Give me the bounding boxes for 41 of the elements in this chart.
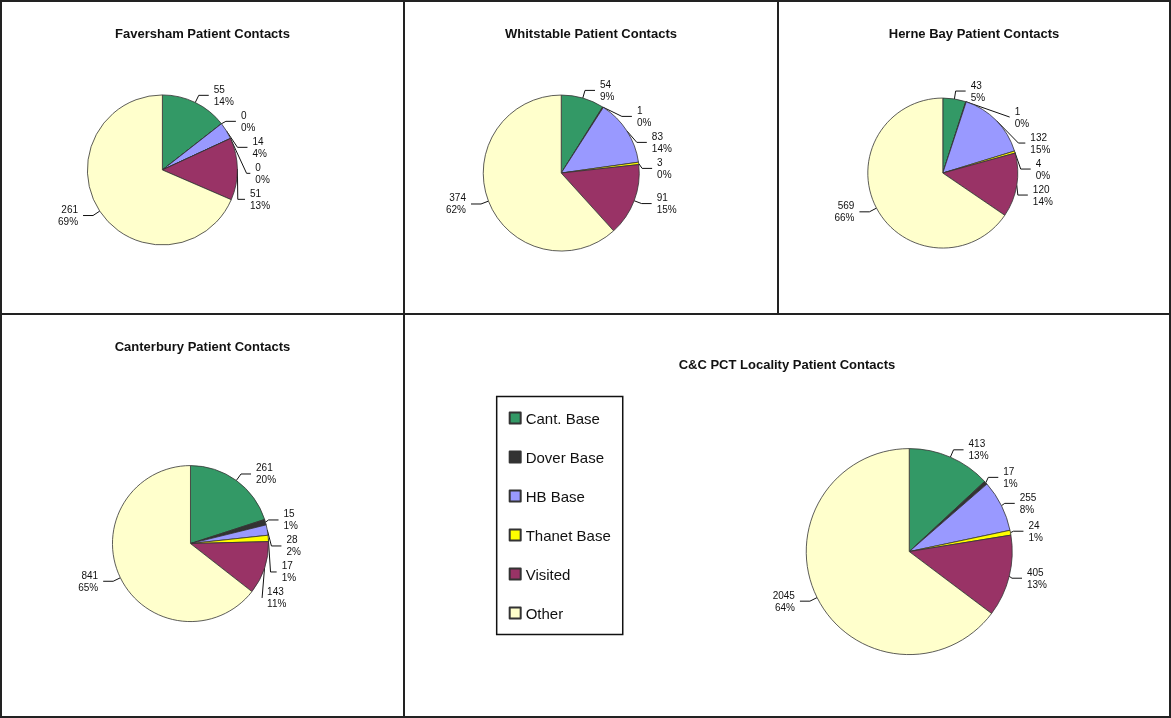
data-label: 405 13%	[1027, 566, 1048, 590]
data-label: 255 8%	[1019, 491, 1037, 515]
legend-label: Visited	[525, 565, 571, 583]
data-label: 24 1%	[1028, 519, 1043, 543]
chart-title: Faversham Patient Contacts	[115, 26, 290, 41]
data-label: 17 1%	[281, 560, 297, 584]
chart-title: Canterbury Patient Contacts	[114, 339, 291, 354]
data-label: 132 15%	[1030, 131, 1051, 155]
data-label: 1 0%	[1014, 105, 1030, 129]
data-label: 55 14%	[213, 83, 234, 107]
data-label: 43 5%	[970, 79, 986, 103]
data-label: 374 62%	[445, 192, 467, 216]
data-label: 1 0%	[636, 104, 652, 128]
data-label: 413 13%	[968, 438, 989, 462]
data-label: 4 0%	[1035, 157, 1051, 181]
data-label: 143 11%	[267, 586, 287, 610]
data-label: 54 9%	[600, 78, 615, 102]
data-label: 15 1%	[283, 508, 299, 532]
chart-title: Herne Bay Patient Contacts	[888, 26, 1060, 41]
chart-title: Whitstable Patient Contacts	[505, 26, 677, 41]
data-label: 120 14%	[1032, 183, 1053, 207]
data-label: 28 2%	[286, 534, 301, 558]
chart-title: C&C PCT Locality Patient Contacts	[678, 357, 896, 372]
data-label: 17 1%	[1003, 465, 1018, 489]
data-label: 3 0%	[657, 156, 672, 180]
data-label: 51 13%	[250, 187, 271, 211]
legend-label: Cant. Base	[525, 409, 600, 427]
legend-label: HB Base	[525, 487, 585, 505]
legend-label: Dover Base	[525, 448, 605, 466]
data-label: 91 15%	[656, 192, 677, 216]
legend-label: Thanet Base	[525, 526, 611, 544]
data-label: 841 65%	[78, 569, 99, 593]
data-label: 569 66%	[834, 200, 855, 224]
data-label: 261 20%	[256, 462, 277, 486]
text: 0 0%	[255, 161, 270, 185]
data-label: 14 4%	[252, 135, 268, 159]
legend-label: Other	[525, 604, 564, 622]
data-label: 2045 64%	[772, 589, 796, 613]
text: 0 0%	[240, 109, 256, 133]
data-label: 261 69%	[58, 204, 79, 228]
data-label: 83 14%	[651, 130, 672, 154]
